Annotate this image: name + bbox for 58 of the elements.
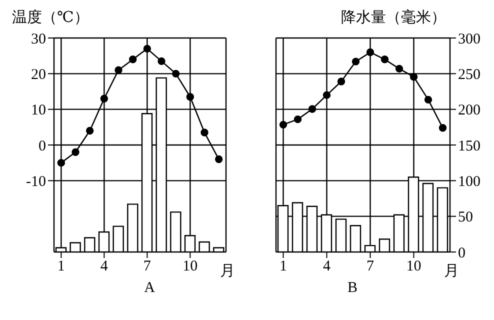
bar (112, 226, 124, 252)
y2-tick-label: 200 (458, 102, 480, 119)
x-tick-label: 1 (280, 258, 287, 275)
point (172, 70, 180, 78)
point (200, 128, 208, 136)
point (352, 58, 360, 66)
y-axis-title: 温度（℃） (12, 10, 89, 26)
y-tick-label: 30 (31, 31, 46, 48)
bar (127, 204, 138, 252)
point (380, 56, 389, 64)
y2-tick-label: 300 (458, 31, 480, 48)
bar (84, 237, 96, 252)
x-tick-label: 10 (406, 258, 422, 275)
bar (378, 238, 390, 252)
bar (350, 225, 362, 252)
x-axis-title: 月 (444, 263, 459, 280)
y-tick-label: 0 (38, 138, 46, 154)
point (86, 126, 94, 135)
x-axis-title: 月 (220, 263, 235, 280)
point (279, 120, 288, 129)
y-tick-label: 20 (31, 66, 46, 83)
point (143, 44, 152, 53)
x-tick-label: 10 (182, 258, 198, 275)
point (322, 91, 331, 99)
point (128, 56, 137, 64)
y2-tick-label: 0 (458, 245, 466, 262)
x-tick-label: 7 (366, 258, 374, 275)
x-tick-label: 1 (57, 258, 65, 275)
x-tick-label: 7 (143, 258, 152, 275)
y2-tick-label: 150 (458, 138, 480, 154)
y-tick-label: 10 (31, 102, 46, 119)
point (308, 105, 316, 113)
point (337, 78, 346, 86)
point (366, 48, 374, 56)
bar (198, 241, 210, 252)
bar (170, 211, 182, 252)
y2-tick-label: 50 (458, 210, 473, 226)
point (114, 66, 122, 74)
y-tick-label: -10 (26, 174, 46, 190)
text: B (346, 280, 358, 297)
point (410, 73, 418, 81)
y2-axis-title: 降水量（毫米） (341, 10, 446, 26)
x-tick-label: 4 (100, 258, 108, 275)
point (186, 93, 194, 101)
point (438, 124, 447, 132)
point (72, 148, 80, 156)
bar (70, 242, 81, 252)
point (100, 94, 108, 102)
point (424, 96, 432, 104)
point (395, 64, 404, 73)
point (158, 57, 166, 66)
point (214, 155, 223, 164)
y2-tick-label: 250 (458, 66, 480, 83)
y2-tick-label: 100 (458, 174, 480, 190)
text: A (143, 280, 156, 297)
point (294, 115, 302, 124)
x-tick-label: 4 (323, 258, 331, 275)
point (57, 158, 66, 167)
